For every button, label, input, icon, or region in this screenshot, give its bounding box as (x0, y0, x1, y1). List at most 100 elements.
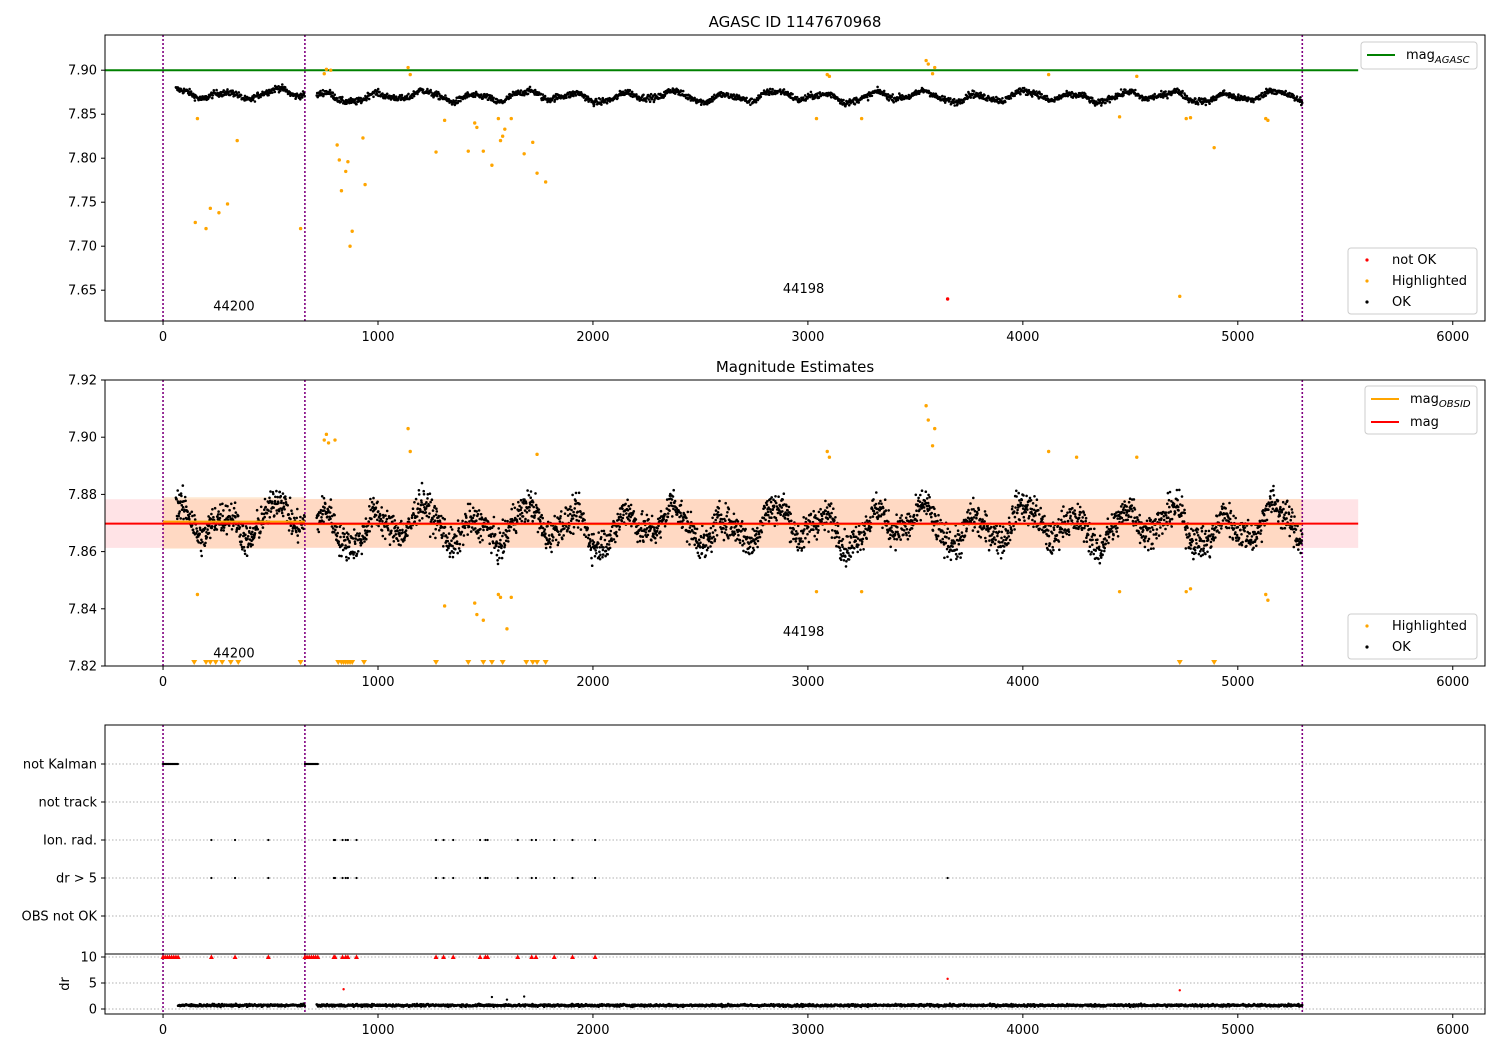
x-tick-label: 3000 (791, 330, 824, 345)
data-point-ok (671, 495, 675, 498)
data-point-ok (527, 493, 531, 497)
data-point-ok (569, 505, 572, 508)
legend-label: Highlighted (1392, 274, 1467, 289)
data-point-ok (394, 533, 398, 536)
data-point-ok (791, 92, 794, 96)
data-point-ok (331, 527, 335, 530)
data-point-ok (737, 533, 740, 537)
data-point-ok (615, 530, 618, 534)
data-point-ok (221, 502, 224, 506)
data-point-ok (533, 514, 537, 517)
data-point-ok (801, 532, 805, 535)
data-point-ok (226, 504, 229, 508)
data-point-ok (320, 495, 324, 498)
data-point-ok (603, 538, 607, 542)
data-point-ok (519, 89, 523, 92)
data-point-ok (387, 528, 390, 532)
data-point-ok (868, 94, 872, 98)
data-point-ok (492, 524, 495, 528)
data-point-ok (770, 496, 773, 499)
data-point-ok (370, 500, 374, 504)
data-point-ok (1029, 499, 1033, 502)
data-point-ok (944, 541, 948, 545)
data-point-ok (774, 501, 778, 505)
data-point-ok (774, 495, 777, 498)
data-point-ok (1122, 94, 1125, 97)
data-point-ok (846, 549, 849, 552)
data-point-ok (319, 89, 322, 93)
data-point-ok (899, 94, 902, 97)
data-point-ok (473, 95, 477, 99)
data-point-ok (434, 536, 437, 540)
data-point-ok (711, 516, 714, 520)
data-point-ok (295, 516, 299, 520)
data-point-ok (433, 504, 437, 508)
data-point-ok (770, 90, 773, 93)
data-point-ok (601, 555, 604, 559)
data-point-ok (680, 514, 683, 517)
data-point-ok (287, 529, 291, 532)
data-point-ok (1011, 505, 1014, 508)
data-point-ok (379, 514, 382, 517)
data-point-ok (876, 85, 879, 89)
data-point-ok (709, 545, 712, 548)
data-point-ok (295, 530, 298, 534)
data-point-ok (869, 516, 872, 519)
legend-top: magAGASC (1360, 41, 1478, 70)
data-point-ok (915, 513, 919, 517)
data-point-ok (1208, 102, 1211, 105)
data-point-ok (563, 512, 567, 515)
data-point-ok (819, 507, 822, 511)
data-point-ok (1023, 519, 1026, 522)
data-point-ok (582, 512, 585, 515)
data-point-ok (210, 512, 213, 516)
data-point-ok (1181, 89, 1184, 93)
data-point-ok (892, 101, 895, 104)
data-point-ok (718, 499, 721, 503)
data-point-ok (458, 549, 462, 553)
data-point-ok (517, 500, 520, 504)
data-point-ok (272, 506, 275, 510)
data-point-highlighted (208, 206, 213, 211)
data-point-ok (489, 535, 493, 538)
data-point-ok (601, 548, 605, 552)
data-point-ok (569, 531, 573, 535)
data-point-ok (851, 551, 855, 554)
data-point-ok (770, 516, 773, 519)
y-axis: 7.657.707.757.807.857.90 (68, 64, 105, 299)
data-point-highlighted (522, 152, 526, 156)
data-point-ok (273, 499, 277, 503)
data-point-ok (615, 534, 619, 538)
data-point-ok (1194, 97, 1197, 100)
data-point-ok (738, 538, 742, 542)
data-point-ok (681, 89, 685, 93)
data-point-ok (643, 519, 647, 523)
data-point-ok (335, 97, 339, 100)
data-point-ok (1299, 96, 1302, 99)
data-point-ok (627, 504, 630, 508)
data-point-ok (865, 537, 868, 540)
data-point-ok (524, 517, 527, 521)
data-point-ok (825, 506, 829, 509)
data-point-ok (976, 530, 980, 533)
data-point-ok (508, 529, 511, 532)
data-point-ok (286, 504, 290, 507)
data-point-ok (601, 553, 605, 556)
chart-title: AGASC ID 1147670968 (709, 13, 882, 31)
data-point-ok (724, 519, 727, 522)
x-tick-label: 0 (159, 330, 167, 345)
data-point-ok (1106, 99, 1109, 103)
data-point-ok (412, 94, 416, 98)
data-point-ok (547, 534, 551, 537)
data-point-ok (376, 500, 379, 504)
data-point-ok (424, 511, 428, 514)
data-point-ok (410, 526, 413, 530)
data-point-ok (565, 96, 568, 99)
data-point-ok (828, 93, 832, 97)
data-point-ok (428, 492, 432, 496)
data-point-ok (477, 509, 481, 512)
data-point-ok (688, 543, 691, 546)
data-point-ok (277, 501, 280, 505)
data-point-highlighted (496, 116, 501, 121)
data-point-ok (193, 514, 196, 517)
